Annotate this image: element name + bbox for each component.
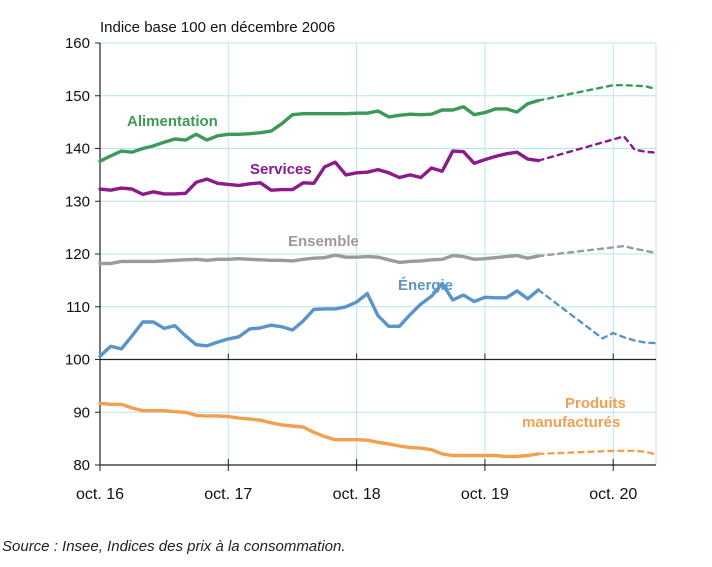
y-tick-label: 150	[65, 88, 90, 105]
y-tick-label: 90	[73, 404, 90, 421]
y-tick-label: 120	[65, 246, 90, 263]
series-label: Alimentation	[127, 113, 218, 130]
series-line-observed	[98, 253, 541, 266]
series-line-forecast	[537, 288, 658, 345]
series-line-observed	[98, 401, 541, 459]
y-tick-label: 140	[65, 141, 90, 158]
series-line-forecast	[537, 449, 658, 456]
series-label: Ensemble	[288, 233, 359, 250]
source-note: Source : Insee, Indices des prix à la co…	[2, 538, 346, 555]
series-line-forecast	[537, 135, 658, 162]
chart-title: Indice base 100 en décembre 2006	[100, 19, 335, 36]
x-tick-label: oct. 16	[76, 486, 124, 503]
series-line-observed	[98, 281, 541, 358]
x-tick-label: oct. 19	[461, 486, 509, 503]
y-tick-label: 110	[66, 299, 90, 316]
y-tick-label: 80	[73, 457, 90, 474]
line-chart: 80 90 100 110 120 130 140 150 160 oct. 16 oct. 17 o…	[65, 19, 658, 503]
series-label: Services	[250, 161, 312, 178]
y-tick-label: 130	[65, 193, 90, 210]
x-tick-label: oct. 20	[589, 486, 637, 503]
x-tick-label: oct. 17	[204, 486, 252, 503]
axes: 80 90 100 110 120 130 140 150 160 oct. 16 oct. 17 o…	[65, 35, 656, 503]
x-tick-label: oct. 18	[333, 486, 381, 503]
series-line-forecast	[537, 244, 658, 258]
series-lines	[98, 83, 658, 459]
series-line-observed	[98, 98, 541, 163]
series-label: Énergie	[398, 277, 453, 294]
series-labels: Alimentation Services Ensemble Énergie Produ…	[127, 113, 626, 431]
y-tick-label: 100	[65, 352, 90, 369]
y-tick-label: 160	[65, 35, 90, 52]
series-label: Produits	[565, 395, 626, 412]
series-label: manufacturés	[522, 414, 620, 431]
series-line-forecast	[537, 83, 658, 102]
series-line-observed	[98, 149, 541, 197]
